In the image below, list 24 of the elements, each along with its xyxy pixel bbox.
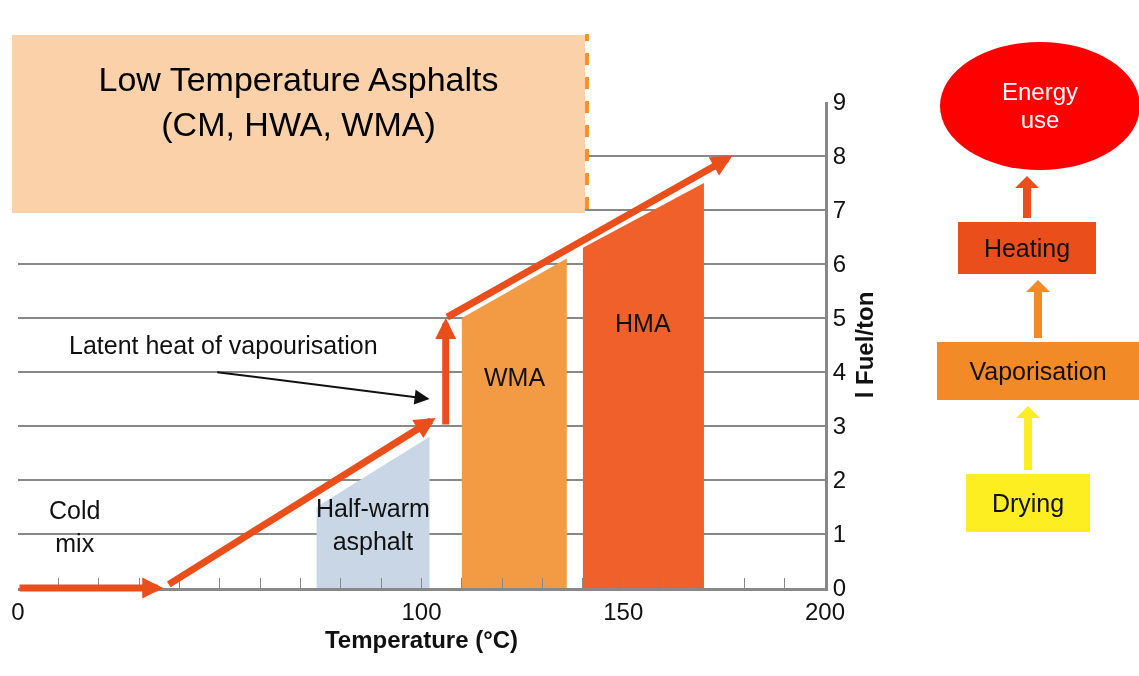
y-tick-label: 8 [832, 142, 847, 170]
y-tick-label: 1 [832, 520, 847, 548]
x-tick-label: 0 [11, 597, 25, 625]
series-label: WMA [484, 363, 546, 391]
series-label: HMA [615, 309, 671, 337]
series-label: Half-warm asphalt [316, 494, 430, 555]
y-tick-label: 5 [832, 304, 847, 332]
text: Vaporisation [937, 342, 1139, 400]
text: Energy use [940, 42, 1139, 170]
annotation: Latent heat of vapourisation [69, 331, 378, 359]
text: Heating [958, 222, 1096, 274]
y-tick-label: 3 [832, 412, 847, 440]
x-tick-label: 150 [603, 597, 644, 625]
y-axis-title: l Fuel/ton [851, 291, 879, 399]
y-tick-label: 9 [832, 88, 847, 116]
y-tick-label: 7 [832, 196, 847, 224]
y-tick-label: 2 [832, 466, 847, 494]
x-tick-label: 100 [401, 597, 442, 625]
x-axis-title: Temperature (°C) [324, 626, 519, 654]
y-tick-label: 6 [832, 250, 847, 278]
y-tick-label: 4 [832, 358, 847, 386]
annotation: Cold mix [49, 496, 101, 557]
title-box: Low Temperature Asphalts (CM, HWA, WMA) [12, 35, 585, 213]
text: Drying [966, 474, 1090, 532]
